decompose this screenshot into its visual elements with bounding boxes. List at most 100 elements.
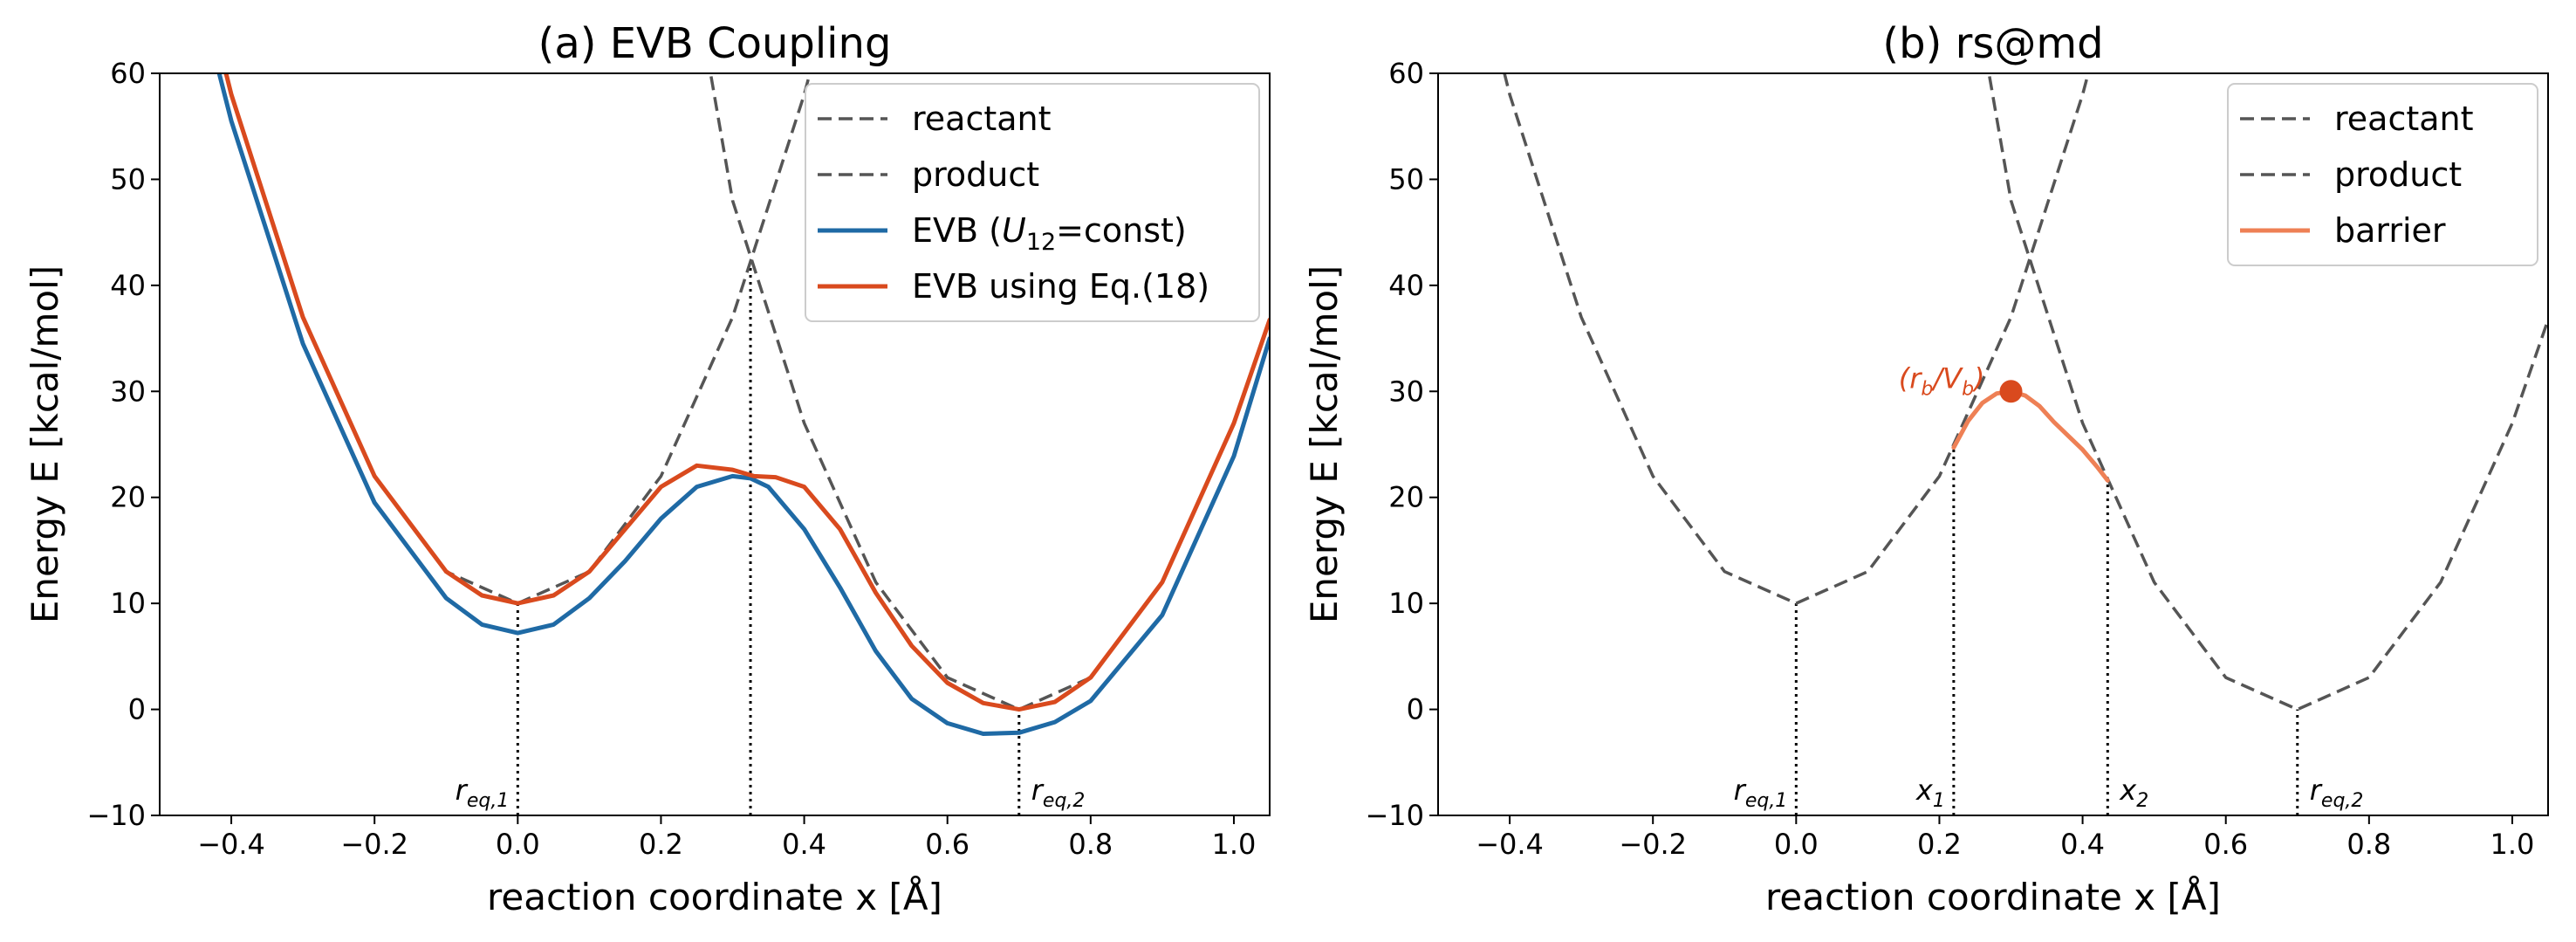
panel-a-x-tick-label: 0.4 (782, 828, 826, 861)
panel-a-y-tick-label: 20 (110, 481, 146, 514)
panel-b: (b) rs@md req,1 x1 x2 req,2 (rb/Vb) −0.4 −0.2… (1303, 19, 2549, 918)
panel-b-y-tick-label: 40 (1388, 269, 1424, 302)
panel-a-y-tick: 0 (128, 693, 160, 726)
panel-a-legend-label-evb-using-eq-18: EVB using Eq.(18) (912, 267, 1209, 306)
panel-b-y-tick-label: 20 (1388, 481, 1424, 514)
panel-a-x-tick: 0.2 (639, 815, 683, 861)
panel-b-series-reactant (1503, 73, 2090, 605)
panel-a-legend-label-reactant: reactant (912, 100, 1052, 138)
panel-b-x-tick: 0.0 (1774, 815, 1819, 861)
panel-a-y-axis-label: Energy E [kcal/mol] (24, 265, 66, 623)
panel-b-x-tick-label: 0.6 (2203, 828, 2248, 861)
panel-b-vline-label-x-2: x2 (2119, 774, 2148, 812)
panel-a-x-tick: 0.0 (496, 815, 540, 861)
panel-b-y-tick: 20 (1388, 481, 1438, 514)
panel-a-y-tick: 50 (110, 162, 160, 196)
panel-b-y-tick: 50 (1388, 162, 1438, 196)
panel-a-x-ticks: −0.4 −0.2 0.0 0.2 0.4 0.6 0.8 1.0 (197, 815, 1256, 861)
panel-b-vline-label-x-1: x1 (1915, 774, 1945, 812)
panel-b-series-product (1987, 73, 2548, 712)
panel-b-x-tick: 0.6 (2203, 815, 2248, 861)
panel-a-overlay: req,1 req,2 (456, 774, 1086, 812)
panel-b-y-ticks: −10 0 10 20 30 40 50 60 (1365, 57, 1438, 832)
panel-a-y-tick: 30 (110, 375, 160, 408)
panel-a-x-tick: 0.4 (782, 815, 826, 861)
panel-a-y-tick: 40 (110, 269, 160, 302)
panel-b-x-tick: −0.4 (1476, 815, 1544, 861)
panel-b-x-tick-label: −0.2 (1619, 828, 1687, 861)
panel-a-vline-label-r-eq-1: req,1 (456, 774, 510, 812)
panel-b-x-tick: 0.8 (2346, 815, 2391, 861)
panel-b-legend-label-barrier: barrier (2334, 211, 2446, 250)
panel-a: (a) EVB Coupling req,1 req,2 −0.4 −0.2 0.0 0… (24, 19, 1271, 918)
panel-b-y-tick-label: 60 (1388, 57, 1424, 90)
panel-b-x-ticks: −0.4 −0.2 0.0 0.2 0.4 0.6 0.8 1.0 (1476, 815, 2534, 861)
panel-b-x-tick-label: 0.8 (2346, 828, 2391, 861)
panel-b-x-tick: −0.2 (1619, 815, 1687, 861)
panel-b-y-tick: 0 (1407, 693, 1438, 726)
panel-a-y-tick-label: 0 (128, 693, 146, 726)
panel-a-y-tick-label: 10 (110, 587, 146, 620)
panel-a-title: (a) EVB Coupling (538, 19, 892, 68)
panel-a-x-axis-label: reaction coordinate x [Å] (487, 875, 942, 918)
panel-a-legend-box (805, 83, 1260, 322)
panel-a-y-tick: −10 (86, 799, 160, 832)
panel-b-vline-label-r-eq-2: req,2 (2310, 774, 2364, 812)
panel-b-x-tick: 0.2 (1917, 815, 1962, 861)
panel-a-x-tick: −0.2 (340, 815, 408, 861)
panel-b-plot-area (1503, 73, 2548, 815)
panel-a-y-tick-label: 60 (110, 57, 146, 90)
panel-b-series-barrier (1951, 388, 2110, 483)
panel-b-y-tick: 30 (1388, 375, 1438, 408)
panel-a-legend-label-evb-u12-const: EVB (U12=const) (912, 211, 1187, 256)
panel-a-y-ticks: −10 0 10 20 30 40 50 60 (86, 57, 160, 832)
panel-b-y-tick: 40 (1388, 269, 1438, 302)
panel-a-x-tick: 1.0 (1212, 815, 1256, 861)
panel-b-barrier-point-label: (rb/Vb) (1899, 361, 1985, 400)
panel-b-y-tick-label: −10 (1365, 799, 1424, 832)
panel-a-y-tick: 60 (110, 57, 160, 90)
panel-a-y-tick: 20 (110, 481, 160, 514)
panel-a-x-tick: 0.8 (1068, 815, 1113, 861)
panel-b-x-tick: 0.4 (2060, 815, 2105, 861)
panel-a-legend-label-product: product (912, 155, 1039, 194)
panel-a-y-tick-label: 30 (110, 375, 146, 408)
panel-a-y-tick-label: 40 (110, 269, 146, 302)
panel-b-legend: reactant product barrier (2227, 83, 2538, 266)
panel-b-x-tick-label: 0.4 (2060, 828, 2105, 861)
panel-b-y-tick: −10 (1365, 799, 1438, 832)
panel-b-barrier-point (1999, 380, 2023, 403)
panel-b-vline-label-r-eq-1: req,1 (1734, 774, 1788, 812)
panel-a-x-tick: −0.4 (197, 815, 265, 861)
panel-a-y-tick-label: −10 (86, 799, 146, 832)
panel-b-title: (b) rs@md (1882, 19, 2103, 68)
panel-b-y-tick-label: 10 (1388, 587, 1424, 620)
panel-a-x-tick: 0.6 (925, 815, 969, 861)
panel-a-vline-label-r-eq-2: req,2 (1031, 774, 1086, 812)
panel-a-x-tick-label: 0.0 (496, 828, 540, 861)
panel-b-legend-label-product: product (2334, 155, 2462, 194)
panel-b-y-tick: 10 (1388, 587, 1438, 620)
panel-a-x-tick-label: −0.2 (340, 828, 408, 861)
panel-a-x-tick-label: 0.2 (639, 828, 683, 861)
panel-b-x-tick: 1.0 (2490, 815, 2535, 861)
panel-b-legend-label-reactant: reactant (2334, 100, 2474, 138)
panel-b-y-tick-label: 0 (1407, 693, 1424, 726)
panel-b-legend-box (2227, 83, 2538, 266)
panel-b-axes-frame (1437, 72, 2549, 816)
panel-a-y-tick: 10 (110, 587, 160, 620)
panel-b-y-tick-label: 30 (1388, 375, 1424, 408)
panel-a-series-evb-using-eq-18 (223, 73, 1270, 712)
panel-a-x-tick-label: 0.8 (1068, 828, 1113, 861)
panel-a-y-tick-label: 50 (110, 162, 146, 196)
panel-b-x-tick-label: 0.0 (1774, 828, 1819, 861)
panel-b-y-tick: 60 (1388, 57, 1438, 90)
panel-b-x-tick-label: −0.4 (1476, 828, 1544, 861)
panel-a-x-tick-label: −0.4 (197, 828, 265, 861)
panel-b-x-tick-label: 1.0 (2490, 828, 2535, 861)
panel-a-legend: reactant product EVB (U12=const) EVB using … (805, 83, 1260, 322)
panel-b-overlay: req,1 x1 x2 req,2 (rb/Vb) (1734, 361, 2364, 812)
panel-a-series-reactant (224, 73, 812, 605)
panel-a-plot-area (216, 73, 1270, 815)
